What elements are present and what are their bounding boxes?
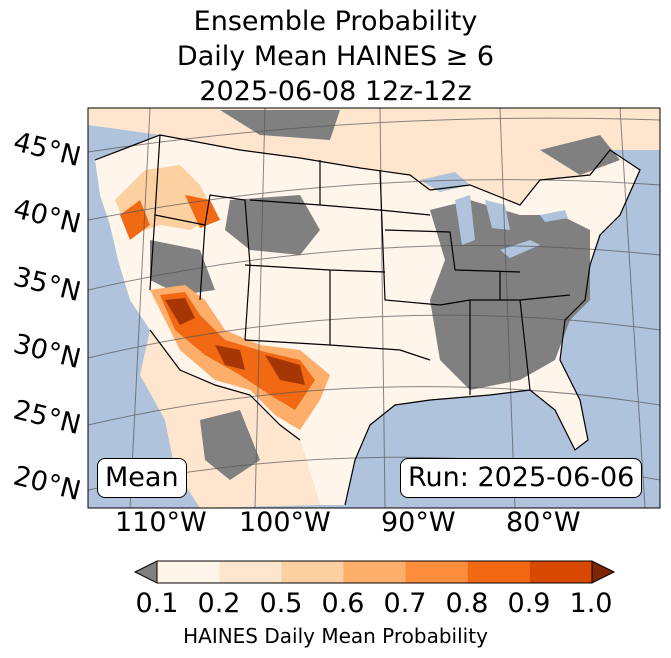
colorbar-tick: 0.1 bbox=[135, 588, 179, 619]
colorbar-cell bbox=[529, 561, 593, 583]
colorbar-cell bbox=[281, 561, 344, 583]
no-data-canada-west bbox=[220, 110, 340, 140]
lake-michigan bbox=[455, 195, 475, 245]
title-line-3: 2025-06-08 12z-12z bbox=[199, 76, 472, 107]
prob-sw-max bbox=[165, 298, 305, 385]
no-data-great-basin bbox=[150, 240, 215, 295]
colorbar-cell bbox=[157, 561, 220, 583]
colorbar-cell bbox=[467, 561, 531, 583]
colorbar-tick: 0.7 bbox=[383, 588, 427, 619]
lon-label-100: 100°W bbox=[239, 507, 331, 538]
colorbar-tick: 0.5 bbox=[259, 588, 303, 619]
colorbar-tick: 0.6 bbox=[321, 588, 365, 619]
colorbar-over-arrow bbox=[591, 560, 616, 584]
no-data-north-central bbox=[225, 195, 320, 255]
lake-ontario bbox=[540, 210, 568, 222]
lon-label-110: 110°W bbox=[115, 507, 207, 538]
colorbar-cell bbox=[343, 561, 407, 583]
canada-land bbox=[88, 108, 660, 205]
map-frame bbox=[87, 107, 661, 509]
mean-label-box: Mean bbox=[97, 458, 187, 498]
colorbar-label: HAINES Daily Mean Probability bbox=[183, 624, 488, 648]
prob-nw-high bbox=[120, 195, 220, 240]
lon-label-80: 80°W bbox=[506, 507, 581, 538]
title-line-2: Daily Mean HAINES ≥ 6 bbox=[176, 41, 495, 72]
title-line-1: Ensemble Probability bbox=[193, 6, 478, 37]
lake-erie bbox=[500, 240, 540, 258]
colorbar-frame bbox=[156, 560, 593, 584]
lon-label-90: 90°W bbox=[381, 507, 456, 538]
colorbar-cell bbox=[219, 561, 282, 583]
colorbar-tick: 1.0 bbox=[569, 588, 613, 619]
no-data-canada-east bbox=[540, 135, 620, 175]
colorbar-tick: 0.9 bbox=[507, 588, 551, 619]
colorbar-tick: 0.8 bbox=[445, 588, 489, 619]
colorbar-tick: 0.2 bbox=[197, 588, 241, 619]
run-label-box: Run: 2025-06-06 bbox=[400, 458, 643, 498]
colorbar-cell bbox=[405, 561, 469, 583]
colorbar-under-arrow bbox=[133, 560, 158, 584]
no-data-mexico bbox=[200, 410, 260, 480]
